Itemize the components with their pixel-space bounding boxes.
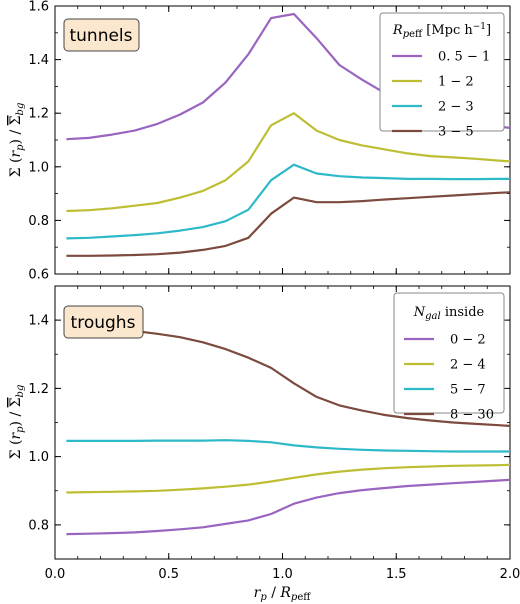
- y-tick-label: 0.8: [28, 518, 49, 533]
- series-lines: [66, 12, 511, 257]
- panel-tag-label: troughs: [71, 313, 136, 333]
- y-tick-label: 1.2: [28, 107, 49, 122]
- panel-tag: tunnels: [63, 18, 140, 52]
- y-axis-title: Σ (rp) / Σbg: [8, 385, 26, 460]
- legend-items: 0. 5 − 1 1 − 2 2 − 3 3 − 5: [392, 50, 490, 140]
- legend: Rpeff [Mpc h−1] 0. 5 − 1 1 − 2 2 − 3 3 − 5: [379, 12, 505, 140]
- legend-label: 8 − 30: [450, 408, 494, 423]
- legend-label: 5 − 7: [450, 383, 486, 398]
- x-tick-label: 1.0: [272, 567, 293, 582]
- panel-tunnels: 0.6 0.8 1.0 1.2 1.4 1.6 tunnels Rpeff [Mpc h−…: [8, 0, 511, 283]
- x-tick-label: 2.0: [500, 567, 520, 582]
- legend-box: [393, 292, 505, 414]
- y-axis-title: Σ (rp) / Σbg: [8, 103, 26, 178]
- y-tick-label: 1.4: [28, 314, 49, 329]
- legend-label: 3 − 5: [438, 125, 474, 140]
- y-tick-label: 1.0: [28, 160, 49, 175]
- series-line-purple: [66, 478, 511, 536]
- x-axis-title: rp / Rpeff: [254, 585, 312, 603]
- legend-label: 0. 5 − 1: [438, 50, 490, 65]
- panel-tag-box: [63, 305, 144, 339]
- legend-title: Ngal inside: [413, 305, 485, 322]
- y-ticks: 0.8 1.0 1.2 1.4: [28, 285, 510, 560]
- series-line-olive: [66, 463, 511, 494]
- x-ticks: 0.0 0.5 1.0 1.5 2.0: [45, 286, 520, 582]
- panel-tag: troughs: [63, 305, 144, 339]
- legend-box: [379, 12, 505, 132]
- legend: Ngal inside 0 − 2 2 − 4 5 − 7 8 − 30: [393, 292, 505, 423]
- legend-items: 0 − 2 2 − 4 5 − 7 8 − 30: [404, 333, 494, 423]
- legend-label: 2 − 3: [438, 100, 474, 115]
- panel-tag-label: tunnels: [69, 26, 132, 46]
- panel-tag-box: [63, 18, 140, 52]
- series-line-olive: [66, 112, 511, 213]
- series-line-brown: [66, 191, 511, 257]
- legend-label: 0 − 2: [450, 333, 486, 348]
- y-ticks: 0.6 0.8 1.0 1.2 1.4 1.6: [28, 0, 510, 283]
- x-ticks: [54, 6, 511, 274]
- series-line-cyan: [66, 439, 510, 453]
- y-tick-label: 0.6: [28, 268, 49, 283]
- x-tick-label: 0.5: [158, 567, 179, 582]
- panel-troughs: 0.8 1.0 1.2 1.4 0.0 0.5 1.0 1.5 2.0 troughs Nga…: [8, 285, 520, 603]
- y-tick-label: 1.0: [28, 450, 49, 465]
- y-tick-label: 1.2: [28, 382, 49, 397]
- series-line-cyan: [66, 163, 510, 240]
- x-tick-label: 1.5: [386, 567, 407, 582]
- x-tick-label: 0.0: [45, 567, 66, 582]
- y-tick-label: 1.4: [28, 53, 49, 68]
- legend-label: 1 − 2: [438, 75, 474, 90]
- legend-title: Rpeff [Mpc h−1]: [392, 22, 491, 40]
- y-tick-label: 1.6: [28, 0, 49, 15]
- y-tick-label: 0.8: [28, 214, 49, 229]
- legend-label: 2 − 4: [450, 358, 486, 373]
